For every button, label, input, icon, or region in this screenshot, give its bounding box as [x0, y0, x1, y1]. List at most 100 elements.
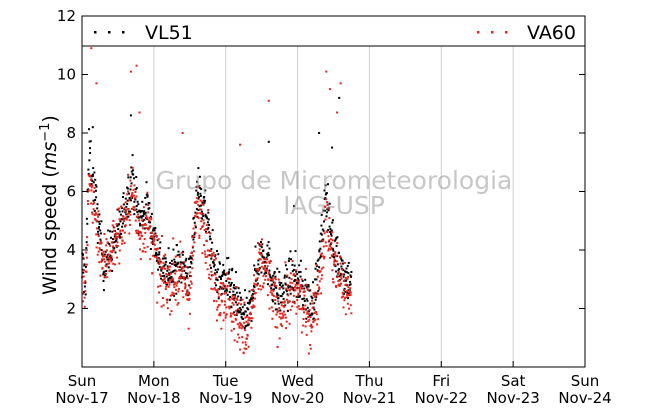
data-point	[164, 253, 167, 256]
data-point	[289, 292, 292, 295]
data-point	[188, 297, 191, 300]
data-point	[272, 295, 275, 297]
data-point	[172, 237, 175, 240]
data-point	[274, 326, 277, 328]
data-point	[345, 283, 348, 286]
data-point	[241, 324, 243, 327]
data-point	[215, 300, 218, 303]
data-point	[349, 294, 352, 296]
data-point	[347, 294, 350, 297]
data-point	[103, 270, 106, 273]
data-point	[266, 294, 269, 297]
data-point	[177, 302, 180, 304]
data-point	[249, 300, 252, 302]
data-point	[346, 271, 348, 274]
x-tick-label-date: Nov-18	[127, 389, 180, 407]
data-point	[91, 213, 94, 216]
data-point	[327, 235, 330, 238]
data-point	[270, 289, 273, 292]
data-point	[178, 269, 181, 272]
data-point	[216, 291, 219, 293]
data-point	[225, 291, 228, 294]
data-point	[319, 232, 322, 235]
data-point	[126, 213, 129, 216]
data-point-peak	[90, 47, 93, 50]
data-point	[153, 243, 156, 246]
data-point	[187, 294, 190, 297]
data-point-peak	[293, 205, 295, 208]
data-point	[94, 212, 97, 215]
data-point	[217, 292, 220, 295]
data-point	[199, 227, 202, 230]
data-point	[221, 275, 224, 277]
data-point	[89, 152, 92, 154]
data-point	[318, 266, 321, 269]
data-point	[273, 281, 276, 284]
data-point	[315, 264, 318, 266]
data-point	[99, 240, 102, 243]
data-point	[132, 208, 135, 211]
data-point	[187, 327, 190, 330]
data-point	[115, 223, 118, 226]
data-point	[197, 191, 199, 194]
data-point	[107, 262, 109, 265]
data-point	[304, 325, 307, 328]
data-point	[237, 333, 240, 336]
data-point	[235, 312, 238, 315]
data-point	[293, 301, 296, 303]
data-point	[176, 282, 179, 285]
data-point	[122, 203, 125, 206]
data-point	[120, 242, 123, 245]
data-point	[186, 272, 189, 275]
data-point	[338, 279, 341, 282]
data-point	[133, 177, 135, 180]
data-point	[87, 202, 89, 205]
data-point	[329, 228, 332, 231]
data-point	[109, 230, 111, 233]
data-point	[112, 262, 115, 265]
data-point	[309, 316, 312, 319]
data-point	[205, 215, 208, 218]
data-point	[283, 310, 285, 313]
data-point	[142, 227, 144, 230]
data-point	[149, 248, 152, 250]
data-point	[170, 276, 173, 278]
data-point	[143, 223, 145, 226]
data-point	[214, 257, 217, 260]
data-point	[160, 277, 162, 280]
data-point	[232, 286, 235, 289]
data-point	[193, 241, 196, 244]
data-point	[226, 257, 229, 260]
data-point	[167, 247, 170, 250]
data-point	[218, 275, 221, 278]
data-point	[84, 290, 87, 293]
data-point	[229, 296, 232, 298]
data-point	[127, 190, 129, 193]
data-point	[155, 235, 158, 238]
data-point	[118, 249, 121, 252]
data-point	[119, 230, 122, 233]
data-point	[129, 213, 132, 216]
data-point	[216, 250, 218, 252]
data-point	[199, 195, 202, 197]
data-point	[283, 274, 286, 277]
data-point	[204, 213, 207, 216]
data-point	[134, 198, 137, 201]
y-axis-label: Wind speed (ms−1)	[38, 115, 61, 295]
data-point	[210, 287, 213, 290]
data-point	[182, 296, 185, 299]
data-point	[93, 209, 96, 212]
data-point	[293, 264, 296, 267]
data-point	[229, 288, 232, 291]
data-point	[336, 242, 339, 244]
data-point	[256, 283, 259, 286]
data-point	[173, 286, 176, 289]
data-point	[219, 282, 222, 285]
data-point	[206, 268, 209, 271]
data-point	[309, 347, 312, 350]
data-point	[103, 253, 106, 256]
data-point	[336, 263, 339, 266]
data-point	[321, 255, 324, 258]
data-point	[196, 180, 199, 183]
data-point	[258, 252, 261, 255]
